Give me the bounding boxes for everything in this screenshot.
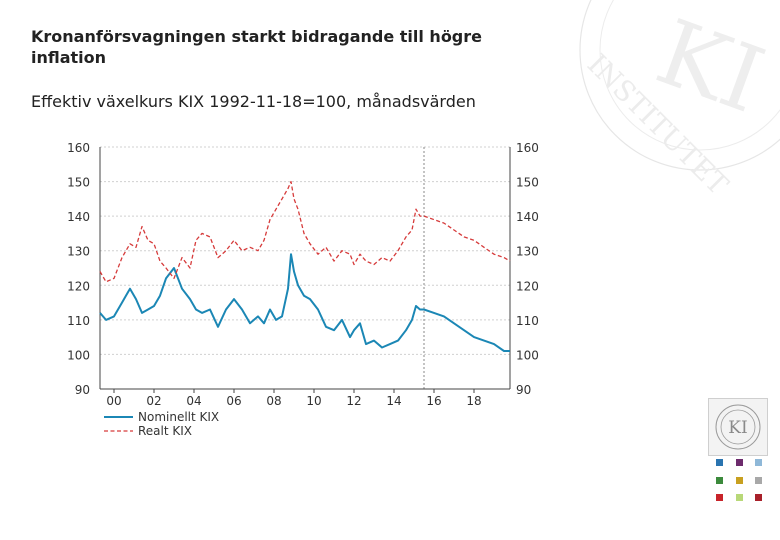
decor-square — [736, 477, 743, 484]
y-tick-label-left: 120 — [67, 279, 90, 293]
chart-subtitle: Effektiv växelkurs KIX 1992-11-18=100, m… — [31, 92, 476, 111]
y-tick-label-left: 100 — [67, 348, 90, 362]
x-tick-label: 02 — [146, 394, 161, 408]
x-tick-label: 08 — [266, 394, 281, 408]
decor-square — [755, 494, 762, 501]
y-tick-label-right: 150 — [516, 176, 539, 190]
x-tick-label: 14 — [386, 394, 401, 408]
decor-square — [755, 459, 762, 466]
y-tick-label-left: 140 — [67, 210, 90, 224]
x-tick-label: 16 — [426, 394, 441, 408]
logo-text: KI — [728, 418, 747, 438]
x-tick-label: 06 — [226, 394, 241, 408]
grid-layer — [100, 146, 510, 390]
decor-square — [755, 477, 762, 484]
axis-layer: 90 90 100 100 110 110 120 120 130 130 140 140 150 150… — [67, 141, 539, 408]
series-line-real-kix — [99, 180, 511, 283]
decor-square — [716, 459, 723, 466]
series-layer — [99, 180, 511, 352]
decor-square — [716, 477, 723, 484]
y-tick-label-right: 160 — [516, 141, 539, 155]
y-tick-label-left: 160 — [67, 141, 90, 155]
decor-square — [736, 459, 743, 466]
ki-logo: KI — [708, 398, 768, 456]
x-tick-label: 00 — [106, 394, 121, 408]
decor-square — [716, 494, 723, 501]
y-tick-label-right: 120 — [516, 279, 539, 293]
y-tick-label-left: 90 — [75, 383, 90, 397]
y-tick-label-right: 100 — [516, 348, 539, 362]
series-line-nominal-kix — [99, 253, 510, 352]
y-tick-label-left: 110 — [67, 314, 90, 328]
y-tick-label-right: 90 — [516, 383, 531, 397]
x-tick-label: 10 — [306, 394, 321, 408]
x-tick-label: 12 — [346, 394, 361, 408]
x-tick-label: 04 — [186, 394, 201, 408]
institute-seal-watermark: KI INSTITUTET — [579, 0, 780, 200]
y-tick-label-left: 130 — [67, 245, 90, 259]
x-tick-label: 18 — [466, 394, 481, 408]
legend-label: Nominellt KIX — [138, 410, 219, 424]
decor-square — [736, 494, 743, 501]
y-tick-label-right: 130 — [516, 245, 539, 259]
page-title: Kronanförsvagningen starkt bidragande ti… — [31, 27, 482, 67]
y-tick-label-right: 140 — [516, 210, 539, 224]
y-tick-label-right: 110 — [516, 314, 539, 328]
y-tick-label-left: 150 — [67, 176, 90, 190]
legend-label: Realt KIX — [138, 424, 192, 438]
